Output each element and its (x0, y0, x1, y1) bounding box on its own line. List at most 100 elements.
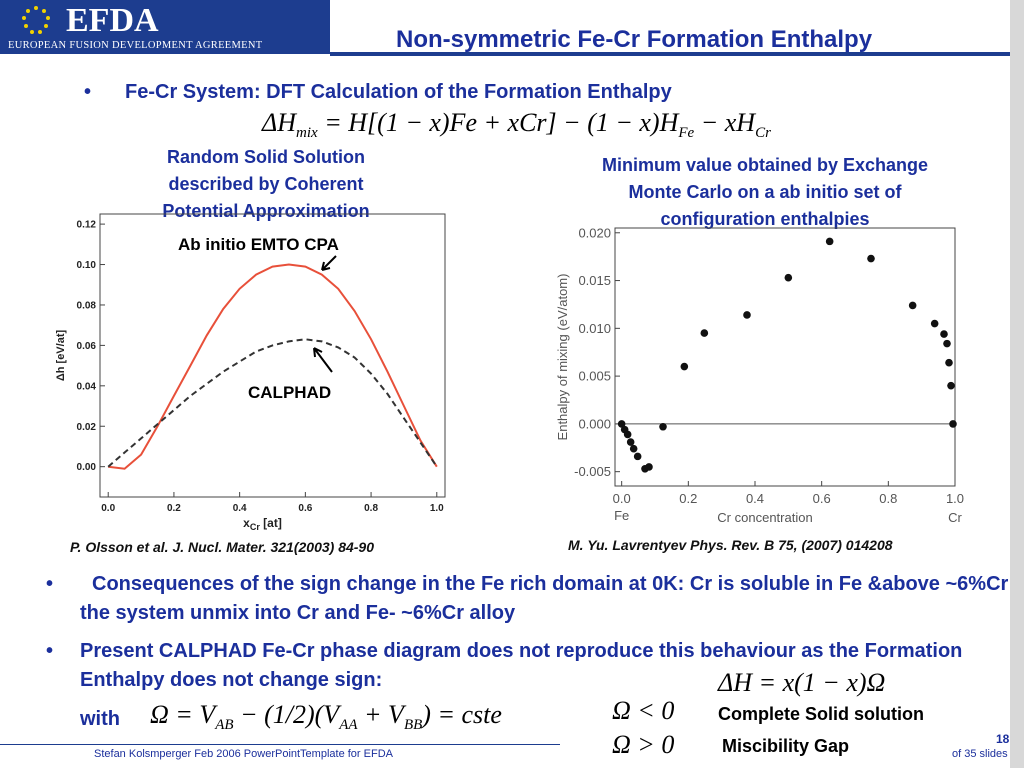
bullet-top: • Fe-Cr System: DFT Calculation of the Fo… (84, 81, 672, 103)
x-tick-label: 0.2 (679, 491, 697, 506)
point (626, 438, 635, 446)
plot-frame (614, 227, 956, 487)
formula-sub: Fe (678, 125, 695, 142)
point (930, 319, 939, 328)
slide-number: 18 (996, 732, 1010, 746)
x-tick-label: 0.4 (233, 503, 247, 514)
x-axis-label-part: [at] (260, 516, 282, 530)
y-tick-label: -0.005 (574, 464, 611, 479)
point (784, 273, 793, 282)
formula-sub: mix (296, 125, 318, 142)
caption-line: Random Solid Solution (167, 147, 365, 167)
y-tick-label: 0.02 (77, 422, 97, 433)
formula-sub: BB (403, 717, 423, 734)
bullet-text: Present CALPHAD Fe-Cr phase diagram does… (80, 640, 963, 691)
x-tick-label: 0.2 (167, 503, 181, 514)
point (623, 430, 632, 439)
point (947, 381, 955, 390)
bullet-text: Consequences of the sign change in the F… (80, 573, 1009, 624)
x-tick-label: 0.8 (364, 503, 378, 514)
reference: M. Yu. Lavrentyev Phys. Rev. B 75, (2007… (568, 537, 893, 553)
point (945, 358, 953, 367)
x-tick-label: 0.8 (879, 491, 897, 506)
formula-text: ΔH (262, 108, 297, 137)
formula-sub: AB (215, 717, 234, 734)
y-tick-label: 0.00 (77, 462, 97, 473)
case-label: Miscibility Gap (722, 736, 850, 756)
point (940, 330, 948, 338)
caption-line: described by Coherent (168, 174, 364, 194)
annotation-arrow (321, 255, 337, 271)
caption-line: Potential Approximation (162, 201, 370, 221)
bullet: • Present CALPHAD Fe-Cr phase diagram doe… (46, 637, 1006, 695)
header-rule (330, 52, 1010, 56)
point (949, 420, 957, 428)
y-axis-label: Enthalpy of mixing (eV/atom) (555, 274, 570, 441)
y-tick-label: 0.08 (77, 300, 97, 311)
x-axis-label-sub: Cr (250, 522, 260, 532)
logo-stars (22, 6, 50, 34)
x-tick-label: 0.4 (746, 491, 764, 506)
logo: EFDA (66, 2, 159, 39)
formula-text: Ω = V (150, 700, 216, 729)
x-end-label: Fe (614, 508, 629, 523)
x-tick-label: 0.6 (813, 491, 831, 506)
y-tick-label: 0.020 (578, 225, 611, 240)
formula-sub: AA (339, 717, 358, 734)
x-tick-label: 1.0 (946, 491, 964, 506)
formula-omega: Ω = VAB − (1/2)(VAA + VBB) = cste (150, 700, 502, 734)
point (825, 237, 834, 246)
series-line (108, 263, 438, 470)
y-tick-label: 0.12 (77, 220, 97, 231)
case-label: Complete Solid solution (718, 704, 924, 724)
point (645, 463, 653, 471)
point (617, 420, 626, 428)
point (633, 452, 642, 461)
y-axis-label: Δh [eV/at] (55, 330, 67, 382)
y-tick-label: 0.10 (77, 260, 97, 271)
x-end-label: Cr (948, 510, 962, 525)
side-bar (1010, 0, 1024, 768)
point (867, 254, 875, 263)
footer-rule (0, 744, 560, 745)
logo-subtitle: EUROPEAN FUSION DEVELOPMENT AGREEMENT (8, 40, 263, 51)
with-label: with (80, 708, 120, 730)
point (700, 329, 709, 337)
point (743, 311, 751, 319)
slide-total: of 35 slides (952, 748, 1008, 760)
point (659, 422, 667, 431)
left-caption: Random Solid Solution described by Cohere… (116, 144, 416, 225)
right-caption: Minimum value obtained by Exchange Monte … (540, 152, 990, 233)
caption-line: Monte Carlo on a ab initio set of (628, 182, 902, 202)
formula-sub: Cr (755, 125, 771, 142)
formula-omega-def: ΔH = x(1 − x)Ω (718, 668, 885, 698)
annotation-arrow (313, 347, 333, 373)
x-tick-label: 0.0 (613, 491, 631, 506)
y-tick-label: 0.04 (77, 381, 97, 392)
formula-text: ΔH = x(1 − x)Ω (718, 668, 886, 697)
formula-main: ΔHmix = H[(1 − x)Fe + xCr] − (1 − x)HFe … (262, 108, 771, 142)
caption-line: Minimum value obtained by Exchange (601, 155, 929, 175)
formula-text: − (1/2)(V (233, 700, 340, 729)
x-axis-label-part: x (243, 516, 250, 530)
x-axis-label: xCr [at] (243, 516, 282, 532)
y-tick-label: 0.000 (578, 416, 611, 431)
x-tick-label: 0.6 (298, 503, 312, 514)
plot-frame (99, 213, 446, 498)
point (943, 339, 951, 348)
x-axis-label: Cr concentration (717, 510, 812, 525)
bullet: • Consequences of the sign change in the … (46, 570, 1021, 628)
case-formula: Ω < 0 (612, 696, 674, 726)
slide-title: Non-symmetric Fe-Cr Formation Enthalpy (396, 26, 873, 53)
x-tick-label: 1.0 (430, 503, 444, 514)
reference: P. Olsson et al. J. Nucl. Mater. 321(200… (70, 539, 375, 555)
footer-author: Stefan Kolsmperger Feb 2006 PowerPointTe… (94, 748, 393, 760)
formula-text: + V (357, 700, 404, 729)
case-formula: Ω > 0 (612, 730, 674, 760)
series-label: CALPHAD (248, 383, 331, 402)
series-label: Ab initio EMTO CPA (178, 235, 339, 254)
y-tick-label: 0.015 (578, 273, 611, 288)
y-tick-label: 0.005 (578, 369, 611, 384)
